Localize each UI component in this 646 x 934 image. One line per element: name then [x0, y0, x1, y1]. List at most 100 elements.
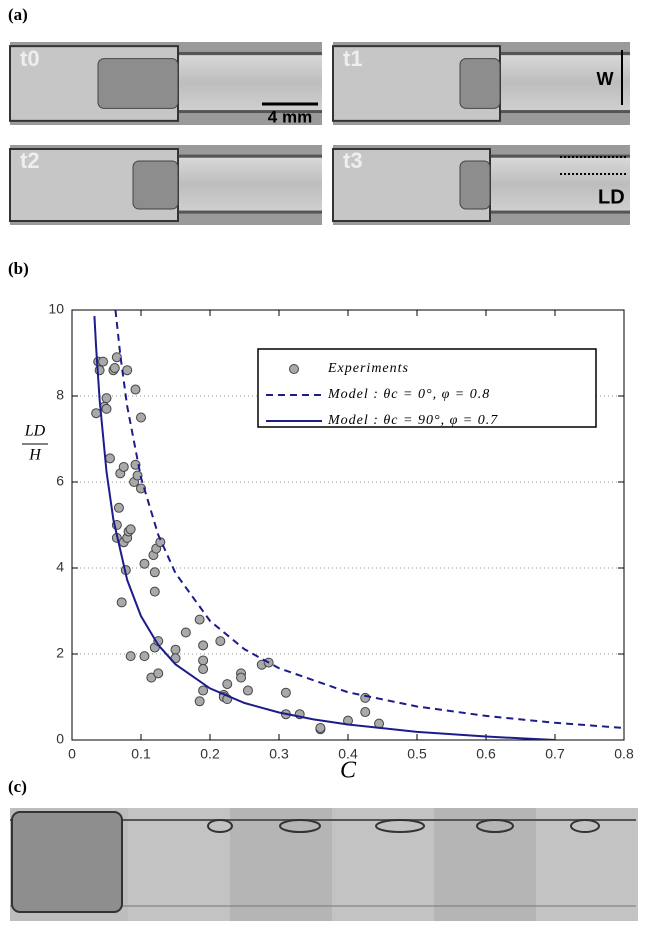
model-curve	[93, 315, 556, 740]
x-tick-label: 0.7	[545, 746, 565, 762]
photo-strip	[10, 808, 638, 921]
photo-panel: t0 t2 t1 t3 4 mm W LD	[9, 42, 638, 921]
data-point	[198, 664, 209, 675]
x-axis-label: C	[340, 758, 357, 784]
data-point	[360, 707, 371, 718]
frame	[332, 808, 434, 921]
frame	[128, 808, 230, 921]
legend-label: Model : θc = 90°, φ = 0.7	[327, 413, 498, 428]
legend-marker	[289, 364, 299, 374]
data-point	[149, 586, 160, 597]
data-point	[280, 687, 291, 698]
data-point	[198, 655, 209, 666]
droplet	[476, 819, 514, 833]
data-point	[122, 365, 133, 376]
data-point	[125, 524, 136, 535]
data-point	[104, 453, 115, 464]
droplet	[570, 819, 600, 833]
needle	[11, 811, 123, 913]
drop	[97, 58, 179, 109]
data-point	[125, 651, 136, 662]
axes-box	[71, 309, 625, 741]
model-curve	[114, 310, 624, 729]
data-point	[198, 685, 209, 696]
photo	[9, 42, 322, 125]
data-point	[139, 558, 150, 569]
legend: Experiments Model : θc = 0°, φ = 0.8 Model…	[257, 348, 597, 428]
x-tick-label: 0.8	[614, 746, 634, 762]
data-point	[315, 722, 326, 733]
legend-label: Model : θc = 0°, φ = 0.8	[327, 387, 490, 402]
data-point	[91, 408, 102, 419]
y-tick-label: 4	[56, 559, 64, 575]
y-tick-label: 0	[56, 731, 64, 747]
data-point	[222, 679, 233, 690]
time-label: t3	[343, 148, 363, 173]
droplet	[279, 819, 321, 833]
data-point	[118, 461, 129, 472]
data-point	[109, 363, 120, 374]
plot-area	[91, 310, 624, 740]
data-point	[136, 412, 146, 423]
x-tick-label: 0.5	[407, 746, 427, 762]
data-point	[132, 470, 143, 481]
data-point	[101, 393, 112, 404]
y-tick-label: 2	[56, 645, 64, 661]
data-point	[236, 672, 247, 683]
x-tick-label: 0.4	[338, 746, 358, 762]
data-point	[242, 685, 253, 696]
data-point	[113, 502, 124, 513]
time-label: t1	[343, 46, 363, 71]
data-point	[180, 627, 191, 638]
chart: 0 2 4 6 8 10 0 0.1 0.2 0.3 0.4 0.5 0.6 0.7 0.8 C LD H Expe…	[22, 301, 634, 784]
frame	[536, 808, 638, 921]
data-point	[98, 356, 109, 367]
x-tick-label: 0.2	[200, 746, 220, 762]
data-point	[101, 403, 112, 414]
x-tick-label: 0	[68, 746, 76, 762]
data-point	[194, 614, 205, 625]
panel-label: (c)	[8, 777, 27, 796]
width-label: W	[597, 69, 614, 89]
data-point	[153, 668, 164, 679]
panel-label: (b)	[8, 259, 29, 278]
y-axis-label: H	[28, 447, 42, 464]
y-axis-label: LD	[24, 423, 46, 440]
panel-label: (a)	[8, 5, 28, 24]
data-point	[130, 384, 141, 395]
y-tick-label: 6	[56, 473, 64, 489]
drop	[459, 58, 501, 109]
data-point	[149, 567, 160, 578]
data-point	[194, 696, 205, 707]
length-label: LD	[598, 186, 625, 208]
x-tick-label: 0.6	[476, 746, 496, 762]
legend-label: Experiments	[327, 361, 409, 376]
data-point	[136, 483, 146, 494]
droplet	[375, 819, 425, 833]
frame	[434, 808, 536, 921]
x-tick-label: 0.1	[131, 746, 151, 762]
drop	[132, 160, 179, 210]
legend-box	[257, 348, 597, 428]
scale-label: 4 mm	[268, 107, 312, 126]
photo	[332, 145, 630, 225]
data-point	[360, 692, 371, 703]
x-tick-label: 0.3	[269, 746, 289, 762]
data-point	[111, 352, 122, 363]
data-point	[139, 651, 150, 662]
photo	[9, 145, 322, 225]
time-label: t0	[20, 46, 40, 71]
data-point	[198, 640, 209, 651]
photo	[332, 42, 630, 125]
time-label: t2	[20, 148, 40, 173]
data-point	[170, 644, 181, 655]
data-point	[130, 459, 141, 470]
droplet	[207, 819, 233, 833]
data-point	[116, 597, 127, 608]
y-tick-label: 10	[48, 301, 64, 317]
y-tick-label: 8	[56, 387, 64, 403]
data-point	[215, 636, 226, 647]
drop	[459, 160, 491, 210]
